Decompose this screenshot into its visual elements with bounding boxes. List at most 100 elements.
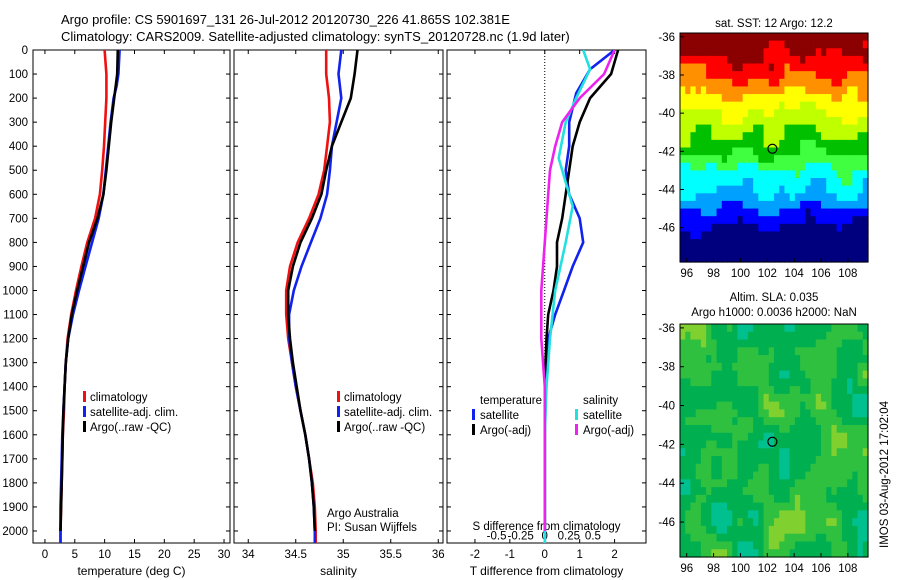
map-cell	[758, 440, 765, 449]
map-cell	[690, 355, 697, 364]
map-cell	[716, 324, 723, 333]
map-cell	[815, 239, 822, 248]
map-cell	[753, 200, 759, 210]
map-cell	[758, 178, 765, 187]
map-cell	[747, 94, 754, 103]
map-cell	[758, 208, 765, 217]
map-cell	[789, 541, 796, 550]
map-cell	[737, 355, 744, 364]
map-cell	[836, 424, 843, 434]
map-cell	[700, 347, 707, 356]
map-cell	[690, 155, 697, 164]
map-cell	[847, 239, 853, 248]
map-cell	[742, 254, 749, 263]
map-cell	[794, 193, 801, 202]
legend-swatch	[337, 406, 340, 417]
map-cell	[680, 331, 686, 341]
map-cell	[810, 155, 817, 164]
map-cell	[685, 471, 692, 480]
map-cell	[753, 116, 759, 126]
map-cell	[836, 116, 843, 126]
map-cell	[805, 116, 812, 126]
map-cell	[857, 40, 864, 49]
panel-sla_map: 96 98 100 102 104 106 108-36-38-40-42-44-46Alt…	[658, 292, 869, 575]
map-y-tick-label: -46	[658, 223, 675, 235]
map-cell	[742, 101, 749, 110]
map-cell	[753, 417, 759, 426]
map-cell	[794, 94, 801, 103]
map-cell	[732, 185, 739, 194]
map-cell	[706, 86, 712, 95]
map-cell	[789, 94, 796, 103]
map-cell	[794, 448, 801, 457]
map-cell	[852, 324, 859, 333]
map-cell	[815, 370, 822, 379]
map-cell	[857, 223, 864, 233]
map-cell	[680, 124, 686, 133]
map-cell	[737, 339, 744, 348]
map-cell	[768, 33, 775, 42]
map-cell	[815, 440, 822, 449]
map-cell	[836, 109, 843, 118]
map-cell	[857, 440, 864, 449]
map-cell	[800, 94, 806, 103]
map-cell	[774, 362, 780, 372]
map-cell	[857, 378, 864, 387]
legend-swatch	[472, 409, 475, 420]
map-cell	[727, 116, 733, 126]
map-cell	[784, 116, 791, 126]
map-cell	[826, 393, 833, 403]
map-cell	[685, 502, 692, 511]
map-cell	[810, 440, 817, 449]
map-cell	[794, 231, 801, 240]
map-cell	[852, 456, 859, 465]
map-cell	[789, 401, 796, 411]
map-cell	[737, 401, 744, 411]
map-cell	[794, 424, 801, 434]
map-cell	[695, 200, 702, 210]
map-cell	[847, 246, 853, 255]
map-cell	[821, 549, 827, 558]
map-cell	[721, 71, 728, 80]
map-cell	[794, 409, 801, 418]
map-cell	[700, 63, 707, 72]
map-cell	[810, 494, 817, 504]
map-cell	[847, 139, 853, 149]
map-cell	[680, 347, 686, 356]
map-cell	[727, 78, 733, 88]
map-cell	[680, 208, 686, 217]
map-cell	[821, 124, 827, 133]
map-cell	[805, 494, 812, 504]
map-cell	[753, 487, 759, 496]
map-cell	[758, 502, 765, 511]
map-cell	[742, 246, 749, 255]
map-cell	[700, 239, 707, 248]
map-cell	[847, 463, 853, 473]
map-cell	[711, 216, 718, 225]
map-cell	[700, 216, 707, 225]
map-cell	[737, 55, 744, 65]
map-cell	[794, 362, 801, 372]
map-cell	[685, 223, 692, 233]
map-cell	[826, 254, 833, 263]
map-cell	[794, 33, 801, 42]
map-cell	[747, 502, 754, 511]
map-cell	[815, 132, 822, 141]
map-cell	[831, 409, 838, 418]
map-cell	[800, 147, 806, 156]
map-cell	[737, 200, 744, 210]
map-cell	[800, 386, 806, 395]
map-cell	[768, 55, 775, 65]
map-cell	[747, 494, 754, 504]
map-cell	[821, 147, 827, 156]
map-cell	[758, 541, 765, 550]
map-cell	[737, 178, 744, 187]
map-cell	[753, 378, 759, 387]
map-cell	[716, 231, 723, 240]
map-cell	[800, 471, 806, 480]
map-cell	[821, 208, 827, 217]
map-cell	[747, 448, 754, 457]
map-cell	[852, 78, 859, 88]
map-cell	[789, 48, 796, 57]
map-cell	[768, 178, 775, 187]
